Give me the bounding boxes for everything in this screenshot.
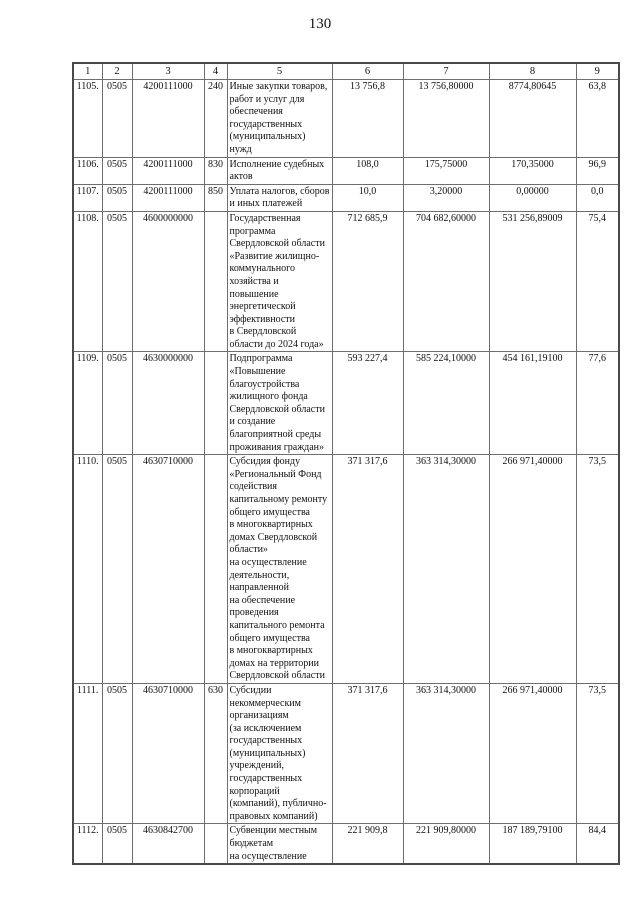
cell-section-code: 0505	[101, 682, 133, 825]
cell-executed: 0,00000	[488, 183, 577, 212]
column-header-3: 3	[131, 62, 205, 80]
cell-row-number: 1111.	[72, 682, 103, 825]
cell-expense-type	[203, 351, 228, 456]
cell-name: Государственная программа Свердловской о…	[226, 210, 333, 353]
cell-percent: 73,5	[575, 682, 620, 825]
column-header-5: 5	[226, 62, 333, 80]
cell-percent: 73,5	[575, 454, 620, 684]
cell-row-number: 1106.	[72, 156, 103, 185]
cell-section-code: 0505	[101, 351, 133, 456]
cell-executed: 8774,80645	[488, 79, 577, 158]
cell-target-article: 4600000000	[131, 210, 205, 353]
cell-plan: 13 756,80000	[402, 79, 490, 158]
cell-section-code: 0505	[101, 454, 133, 684]
cell-percent: 77,6	[575, 351, 620, 456]
cell-row-number: 1109.	[72, 351, 103, 456]
column-header-4: 4	[203, 62, 228, 80]
cell-executed: 266 971,40000	[488, 682, 577, 825]
cell-target-article: 4200111000	[131, 156, 205, 185]
cell-approved: 13 756,8	[331, 79, 404, 158]
column-header-1: 1	[72, 62, 103, 80]
cell-section-code: 0505	[101, 156, 133, 185]
cell-target-article: 4200111000	[131, 79, 205, 158]
cell-approved: 371 317,6	[331, 454, 404, 684]
cell-expense-type	[203, 823, 228, 865]
cell-approved: 108,0	[331, 156, 404, 185]
cell-plan: 175,75000	[402, 156, 490, 185]
cell-expense-type: 630	[203, 682, 228, 825]
cell-executed: 187 189,79100	[488, 823, 577, 865]
cell-name: Уплата налогов, сборов и иных платежей	[226, 183, 333, 212]
table-row: 1105. 0505 4200111000 240 Иные закупки т…	[72, 79, 620, 158]
cell-section-code: 0505	[101, 183, 133, 212]
cell-plan: 363 314,30000	[402, 682, 490, 825]
cell-approved: 10,0	[331, 183, 404, 212]
cell-row-number: 1105.	[72, 79, 103, 158]
table-row: 1110. 0505 4630710000 Субсидия фонду «Ре…	[72, 454, 620, 684]
table-row: 1111. 0505 4630710000 630 Субсидии неком…	[72, 682, 620, 825]
cell-target-article: 4630710000	[131, 454, 205, 684]
cell-executed: 531 256,89009	[488, 210, 577, 353]
cell-section-code: 0505	[101, 823, 133, 865]
cell-percent: 75,4	[575, 210, 620, 353]
cell-name: Исполнение судебных актов	[226, 156, 333, 185]
cell-approved: 371 317,6	[331, 682, 404, 825]
cell-expense-type: 240	[203, 79, 228, 158]
cell-approved: 593 227,4	[331, 351, 404, 456]
column-header-2: 2	[101, 62, 133, 80]
cell-plan: 3,20000	[402, 183, 490, 212]
cell-percent: 63,8	[575, 79, 620, 158]
cell-row-number: 1108.	[72, 210, 103, 353]
cell-executed: 266 971,40000	[488, 454, 577, 684]
cell-expense-type: 850	[203, 183, 228, 212]
cell-row-number: 1112.	[72, 823, 103, 865]
cell-name: Субсидии некоммерческим организациям (за…	[226, 682, 333, 825]
table-row: 1109. 0505 4630000000 Подпрограмма «Повы…	[72, 351, 620, 456]
cell-name: Субвенции местным бюджетам на осуществле…	[226, 823, 333, 865]
page-number: 130	[308, 16, 332, 32]
cell-row-number: 1107.	[72, 183, 103, 212]
cell-plan: 585 224,10000	[402, 351, 490, 456]
cell-name: Иные закупки товаров, работ и услуг для …	[226, 79, 333, 158]
table-row: 1108. 0505 4600000000 Государственная пр…	[72, 210, 620, 353]
cell-approved: 221 909,8	[331, 823, 404, 865]
cell-executed: 454 161,19100	[488, 351, 577, 456]
cell-percent: 96,9	[575, 156, 620, 185]
cell-section-code: 0505	[101, 79, 133, 158]
cell-expense-type	[203, 210, 228, 353]
cell-executed: 170,35000	[488, 156, 577, 185]
cell-name: Субсидия фонду «Региональный Фонд содейс…	[226, 454, 333, 684]
cell-approved: 712 685,9	[331, 210, 404, 353]
cell-target-article: 4630710000	[131, 682, 205, 825]
column-header-7: 7	[402, 62, 490, 80]
column-header-9: 9	[575, 62, 620, 80]
table-row: 1112. 0505 4630842700 Субвенции местным …	[72, 823, 620, 865]
cell-row-number: 1110.	[72, 454, 103, 684]
cell-plan: 221 909,80000	[402, 823, 490, 865]
cell-expense-type	[203, 454, 228, 684]
cell-name: Подпрограмма «Повышение благоустройства …	[226, 351, 333, 456]
cell-section-code: 0505	[101, 210, 133, 353]
cell-plan: 704 682,60000	[402, 210, 490, 353]
table-row: 1107. 0505 4200111000 850 Уплата налогов…	[72, 183, 620, 212]
column-header-6: 6	[331, 62, 404, 80]
table-row: 1106. 0505 4200111000 830 Исполнение суд…	[72, 156, 620, 185]
cell-target-article: 4200111000	[131, 183, 205, 212]
cell-percent: 0,0	[575, 183, 620, 212]
cell-percent: 84,4	[575, 823, 620, 865]
column-header-8: 8	[488, 62, 577, 80]
cell-target-article: 4630000000	[131, 351, 205, 456]
cell-target-article: 4630842700	[131, 823, 205, 865]
cell-expense-type: 830	[203, 156, 228, 185]
cell-plan: 363 314,30000	[402, 454, 490, 684]
